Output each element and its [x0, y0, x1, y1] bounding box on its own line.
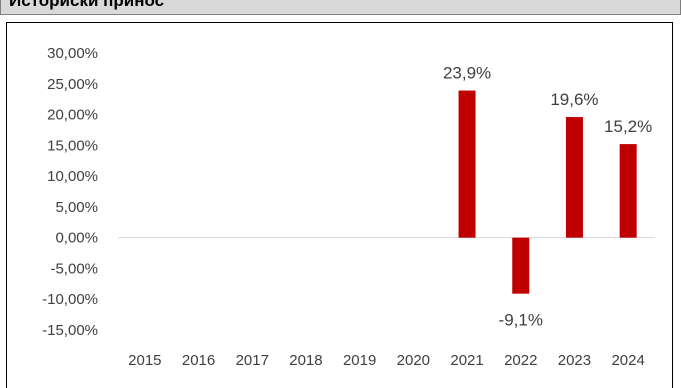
data-label-2024: 15,2% [604, 117, 652, 136]
x-axis-ticks: 2015 2016 2017 2018 2019 2020 2021 2022 2023 2024 [128, 352, 645, 369]
chart-header-title: Историски принос [9, 0, 165, 10]
chart-frame [6, 22, 673, 388]
bar-2023 [565, 117, 583, 238]
x-tick-label: 2021 [450, 352, 483, 369]
y-tick-label: 20,00% [47, 107, 98, 124]
data-label-2023: 19,6% [550, 90, 598, 109]
data-labels: 23,9% -9,1% 19,6% 15,2% [443, 64, 652, 330]
y-tick-label: 0,00% [55, 230, 98, 247]
y-axis-ticks: 30,00% 25,00% 20,00% 15,00% 10,00% 5,00% 0,00%… [42, 45, 98, 339]
x-tick-label: 2022 [504, 352, 537, 369]
x-tick-label: 2017 [236, 352, 269, 369]
y-tick-label: 10,00% [47, 168, 98, 185]
x-tick-label: 2023 [558, 352, 591, 369]
bar-2022 [512, 237, 530, 294]
bars [458, 90, 637, 294]
y-tick-label: 15,00% [47, 137, 98, 154]
data-label-2021: 23,9% [443, 64, 491, 83]
x-tick-label: 2019 [343, 352, 376, 369]
bar-2021 [458, 90, 476, 238]
y-tick-label: -15,00% [42, 322, 98, 339]
bar-2024 [619, 144, 637, 238]
y-tick-label: 25,00% [47, 76, 98, 93]
x-tick-label: 2024 [611, 352, 644, 369]
y-tick-label: 5,00% [55, 199, 98, 216]
x-tick-label: 2016 [182, 352, 215, 369]
x-tick-label: 2018 [289, 352, 322, 369]
y-tick-label: -5,00% [50, 260, 98, 277]
x-tick-label: 2015 [128, 352, 161, 369]
y-tick-label: 30,00% [47, 45, 98, 62]
y-tick-label: -10,00% [42, 291, 98, 308]
x-tick-label: 2020 [397, 352, 430, 369]
data-label-2022: -9,1% [499, 311, 543, 330]
